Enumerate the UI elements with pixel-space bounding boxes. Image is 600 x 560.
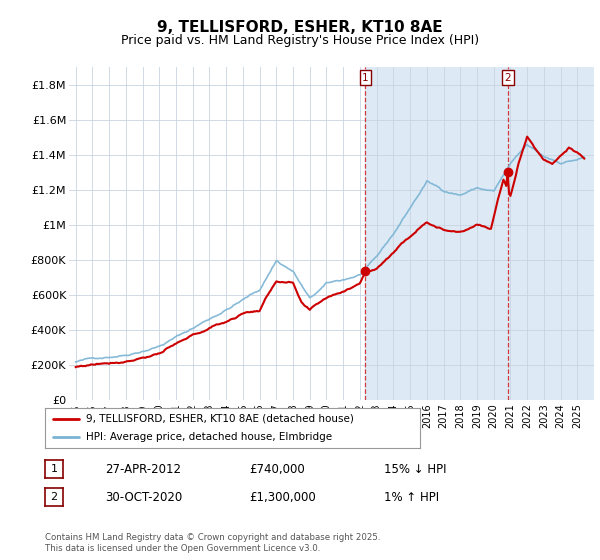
Text: HPI: Average price, detached house, Elmbridge: HPI: Average price, detached house, Elmb… [86,432,332,442]
Text: 9, TELLISFORD, ESHER, KT10 8AE (detached house): 9, TELLISFORD, ESHER, KT10 8AE (detached… [86,414,354,423]
Text: 2: 2 [505,73,511,83]
Text: Contains HM Land Registry data © Crown copyright and database right 2025.
This d: Contains HM Land Registry data © Crown c… [45,533,380,553]
Text: £740,000: £740,000 [249,463,305,476]
Bar [365,67,593,400]
Text: 1% ↑ HPI: 1% ↑ HPI [384,491,439,504]
Text: £1,300,000: £1,300,000 [249,491,316,504]
Text: 1: 1 [50,464,58,474]
Text: 2: 2 [50,492,58,502]
Text: 15% ↓ HPI: 15% ↓ HPI [384,463,446,476]
Text: Price paid vs. HM Land Registry's House Price Index (HPI): Price paid vs. HM Land Registry's House … [121,34,479,46]
Text: 27-APR-2012: 27-APR-2012 [105,463,181,476]
Text: 9, TELLISFORD, ESHER, KT10 8AE: 9, TELLISFORD, ESHER, KT10 8AE [157,20,443,35]
Text: 1: 1 [362,73,369,83]
Text: 30-OCT-2020: 30-OCT-2020 [105,491,182,504]
